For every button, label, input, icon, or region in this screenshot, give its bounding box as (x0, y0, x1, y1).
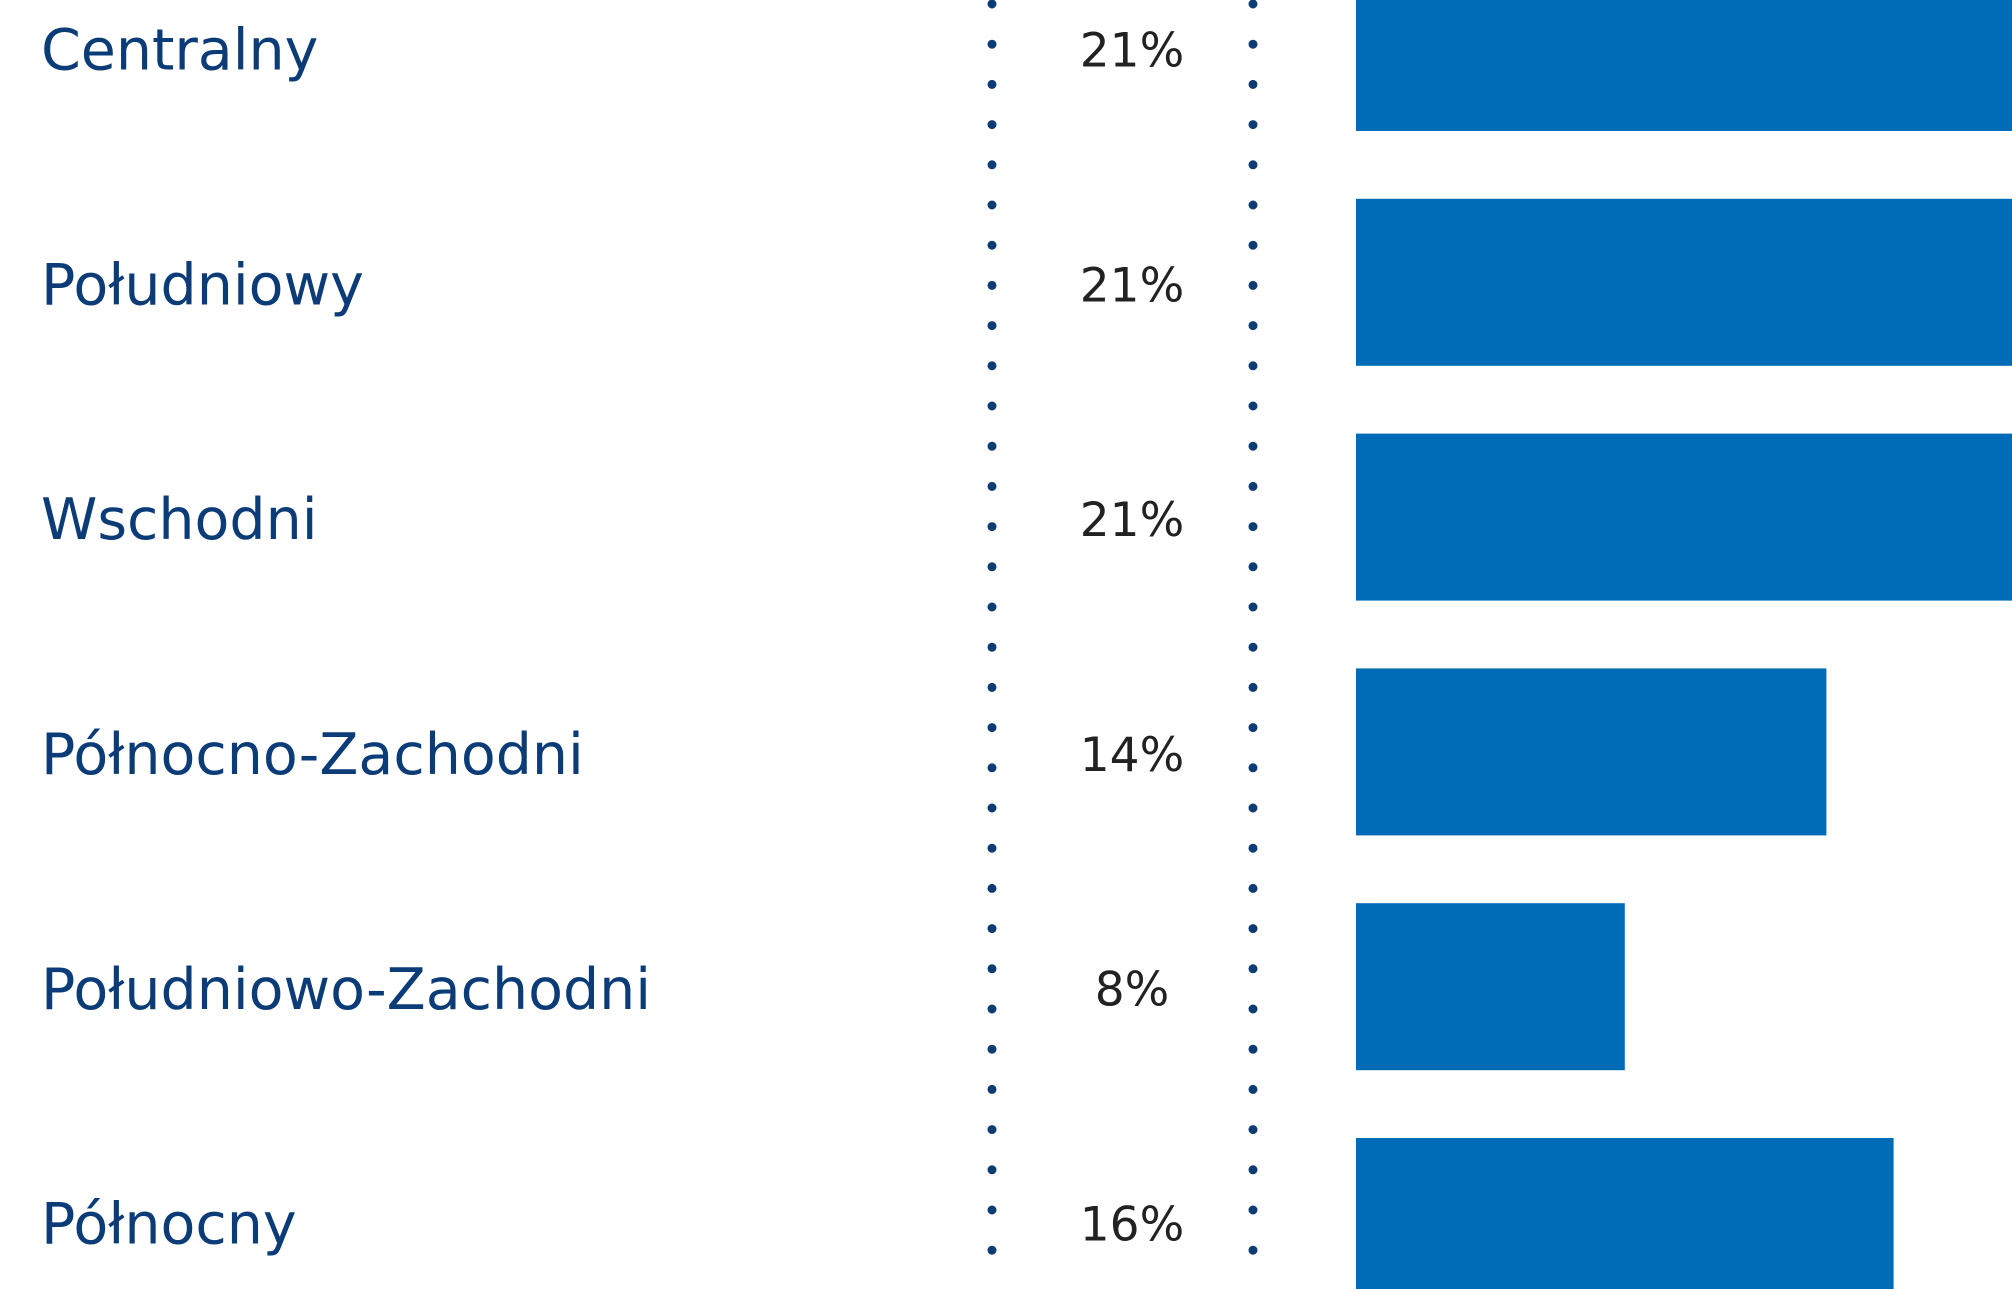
value-label: 16% (1080, 1198, 1184, 1253)
value-label: 14% (1080, 728, 1184, 783)
bar (1356, 668, 1827, 836)
value-label: 21% (1080, 24, 1184, 79)
bar (1356, 433, 2012, 601)
bar (1356, 0, 2012, 131)
bar (1356, 198, 2012, 366)
value-label: 8% (1095, 963, 1170, 1018)
category-label: Południowo-Zachodni (41, 957, 651, 1023)
bar (1356, 903, 1625, 1071)
category-label: Południowy (41, 252, 364, 318)
category-label: Północny (41, 1192, 297, 1258)
category-label: Wschodni (41, 487, 318, 553)
category-label: Północno-Zachodni (41, 722, 584, 788)
category-label: Centralny (41, 18, 318, 84)
value-label: 21% (1080, 493, 1184, 548)
bar (1356, 1138, 1894, 1289)
value-label: 21% (1080, 258, 1184, 313)
